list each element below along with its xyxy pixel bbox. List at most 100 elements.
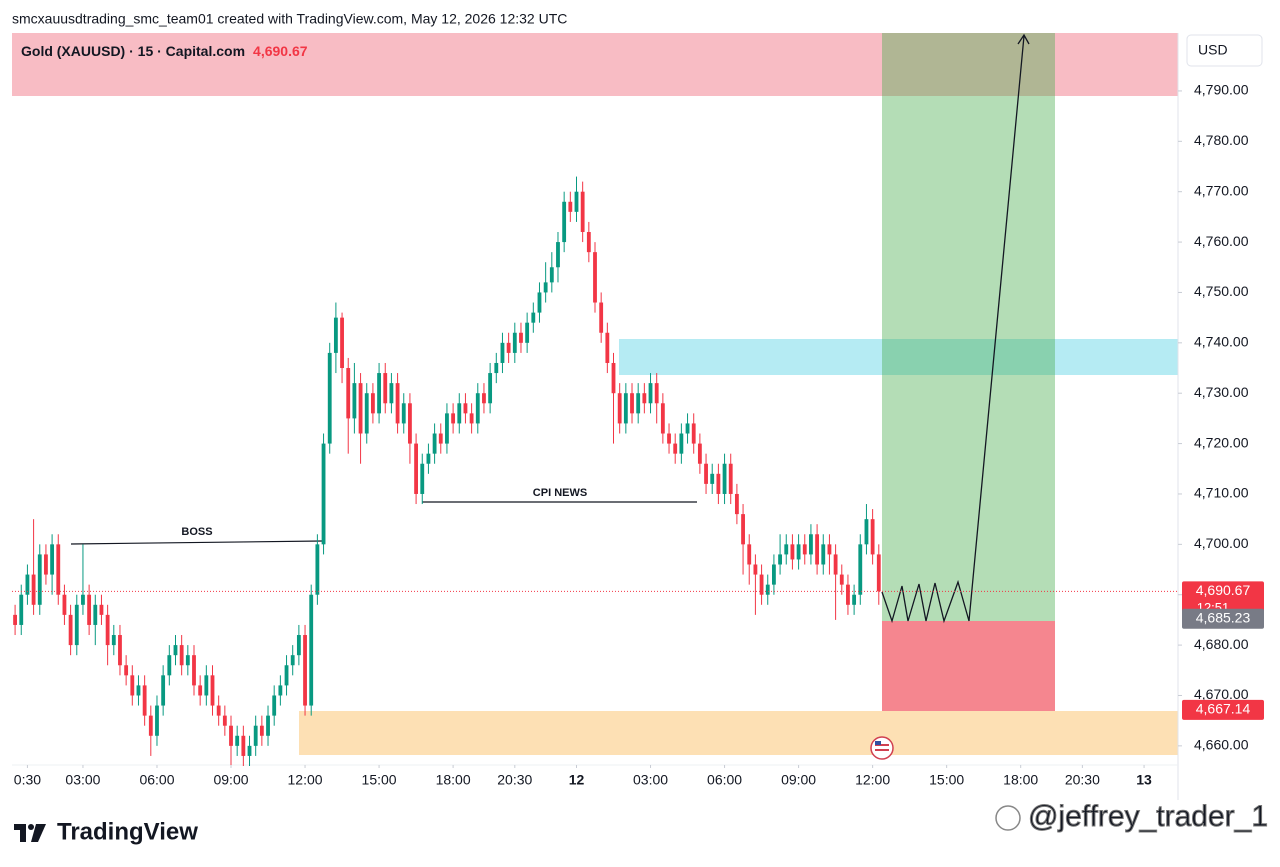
candles bbox=[13, 176, 881, 767]
candle-body bbox=[691, 423, 696, 444]
candle-body bbox=[488, 373, 493, 404]
brand: TradingView bbox=[57, 818, 198, 845]
candle-body bbox=[216, 705, 221, 716]
candle-body bbox=[395, 383, 400, 424]
demand-zone bbox=[299, 711, 1178, 755]
y-tick-label: 4,740.00 bbox=[1194, 334, 1249, 350]
candle-body bbox=[580, 191, 585, 232]
candle-body bbox=[222, 715, 227, 726]
y-tick-label: 4,680.00 bbox=[1194, 636, 1249, 652]
price-label-box bbox=[1182, 699, 1264, 720]
candle-body bbox=[482, 393, 486, 404]
candle-body bbox=[870, 519, 875, 555]
candle-body bbox=[809, 534, 813, 555]
candle-body bbox=[512, 332, 517, 353]
x-tick-label: 12 bbox=[569, 772, 585, 788]
candle-body bbox=[389, 383, 394, 404]
candle-body bbox=[623, 393, 628, 424]
x-tick-label: 12:00 bbox=[288, 772, 323, 788]
stop-zone bbox=[882, 621, 1055, 711]
candle-body bbox=[142, 685, 147, 716]
candle-body bbox=[56, 544, 61, 595]
candle-body bbox=[167, 655, 172, 676]
y-tick-label: 4,760.00 bbox=[1194, 233, 1249, 249]
y-tick-label: 4,660.00 bbox=[1194, 737, 1249, 753]
candle-body bbox=[636, 393, 641, 414]
y-tick-label: 4,780.00 bbox=[1194, 132, 1249, 148]
currency: USD bbox=[1198, 42, 1228, 58]
candle-body bbox=[408, 403, 412, 444]
candle-body bbox=[593, 252, 597, 303]
candle-body bbox=[833, 554, 838, 575]
candle-body bbox=[44, 554, 48, 575]
candle-body bbox=[259, 725, 264, 736]
candle-body bbox=[728, 463, 733, 494]
candle-body bbox=[81, 594, 85, 605]
candle-body bbox=[327, 352, 332, 444]
candle-body bbox=[599, 302, 604, 333]
caption: smcxauusdtrading_smc_team01 created with… bbox=[12, 11, 567, 27]
candle-body bbox=[105, 614, 110, 646]
candle-body bbox=[31, 574, 36, 605]
y-tick-label: 4,710.00 bbox=[1194, 485, 1249, 501]
candle-body bbox=[118, 635, 122, 666]
candle-body bbox=[130, 675, 135, 696]
candle-body bbox=[451, 413, 456, 424]
candle-body bbox=[198, 685, 203, 696]
candle-body bbox=[605, 332, 610, 363]
candle-body bbox=[358, 383, 363, 434]
candle-body bbox=[346, 368, 351, 419]
candle-body bbox=[876, 554, 881, 592]
watermark-icon bbox=[995, 805, 1021, 831]
candle-body bbox=[173, 645, 178, 656]
candle-body bbox=[648, 383, 653, 404]
candle-body bbox=[673, 443, 678, 454]
candle-body bbox=[562, 201, 567, 243]
candle-body bbox=[531, 312, 536, 323]
candle-body bbox=[549, 267, 554, 283]
price-label: 4,690.67 bbox=[1196, 582, 1251, 598]
x-tick-label: 15:00 bbox=[362, 772, 397, 788]
candle-body bbox=[25, 574, 30, 595]
supply-zone bbox=[12, 33, 1178, 96]
candle-body bbox=[210, 675, 215, 706]
x-tick-label: 15:00 bbox=[929, 772, 964, 788]
target-zone bbox=[882, 33, 1055, 621]
candle-body bbox=[864, 519, 869, 545]
price-label-box bbox=[1182, 608, 1264, 629]
x-tick-label: 06:00 bbox=[139, 772, 174, 788]
candle-body bbox=[445, 413, 449, 444]
candle-body bbox=[556, 242, 560, 268]
candle-body bbox=[62, 594, 67, 615]
candle-body bbox=[802, 544, 807, 555]
candle-body bbox=[494, 362, 499, 374]
candle-body bbox=[241, 735, 246, 756]
candle-body bbox=[765, 584, 770, 595]
candle-body bbox=[796, 544, 801, 560]
candle-body bbox=[383, 373, 388, 404]
candle-body bbox=[266, 715, 270, 736]
x-tick-label: 20:30 bbox=[497, 772, 532, 788]
candle-body bbox=[685, 423, 690, 434]
candle-body bbox=[747, 544, 752, 565]
candle-body bbox=[771, 564, 776, 585]
y-tick-label: 4,700.00 bbox=[1194, 535, 1249, 551]
candle-body bbox=[284, 665, 289, 686]
candle-body bbox=[74, 604, 79, 646]
candle-body bbox=[537, 292, 542, 313]
x-tick-label: 18:00 bbox=[436, 772, 471, 788]
candle-body bbox=[155, 705, 159, 736]
symbol: Gold (XAUUSD) · 15 · Capital.com bbox=[21, 43, 245, 59]
candle-body bbox=[352, 383, 357, 419]
candle-body bbox=[716, 473, 721, 494]
candle-body bbox=[93, 604, 98, 625]
candle-body bbox=[469, 413, 474, 424]
candle-body bbox=[827, 544, 832, 555]
candle-body bbox=[654, 383, 659, 404]
candle-body bbox=[475, 393, 480, 424]
y-tick-label: 4,730.00 bbox=[1194, 384, 1249, 400]
candle-body bbox=[821, 544, 826, 565]
candle-body bbox=[426, 453, 431, 464]
candle-body bbox=[858, 544, 863, 595]
